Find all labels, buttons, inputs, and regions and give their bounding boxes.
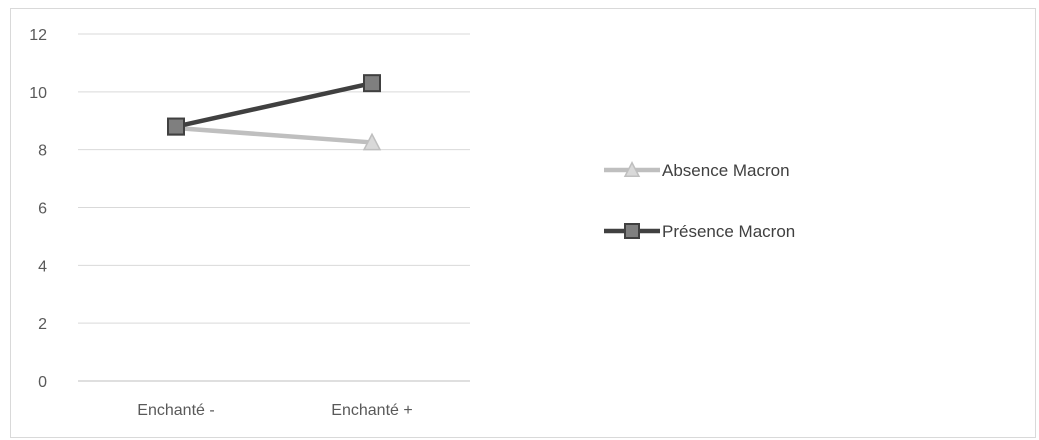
legend-marker [623, 161, 641, 178]
legend-marker [624, 223, 640, 239]
series-lines [166, 74, 382, 151]
x-axis-tick-labels: Enchanté - Enchanté + [137, 402, 412, 419]
x-tick-label: Enchanté - [137, 402, 214, 419]
series-1 [167, 74, 381, 136]
y-tick-label: 0 [38, 374, 47, 391]
y-tick-label: 6 [38, 201, 47, 218]
gridlines [78, 33, 470, 382]
legend-label: Présence Macron [662, 222, 795, 241]
y-tick-label: 8 [38, 143, 47, 160]
y-tick-label: 2 [38, 316, 47, 333]
series-line [175, 125, 373, 145]
y-tick-label: 4 [38, 258, 47, 275]
legend-entry: Absence Macron [604, 161, 790, 180]
y-tick-label: 10 [29, 85, 47, 102]
chart-frame [10, 8, 1036, 438]
legend-label: Absence Macron [662, 161, 790, 180]
data-point [167, 117, 185, 136]
data-point [363, 74, 381, 93]
y-tick-label: 12 [29, 27, 47, 44]
data-point [362, 132, 382, 151]
series-0 [166, 118, 382, 151]
series-line [175, 80, 373, 129]
y-axis-tick-labels: 0 2 4 6 8 10 12 [29, 27, 47, 391]
legend-entry: Présence Macron [604, 222, 795, 241]
legend: Absence Macron Présence Macron [604, 161, 795, 241]
x-tick-label: Enchanté + [331, 402, 412, 419]
